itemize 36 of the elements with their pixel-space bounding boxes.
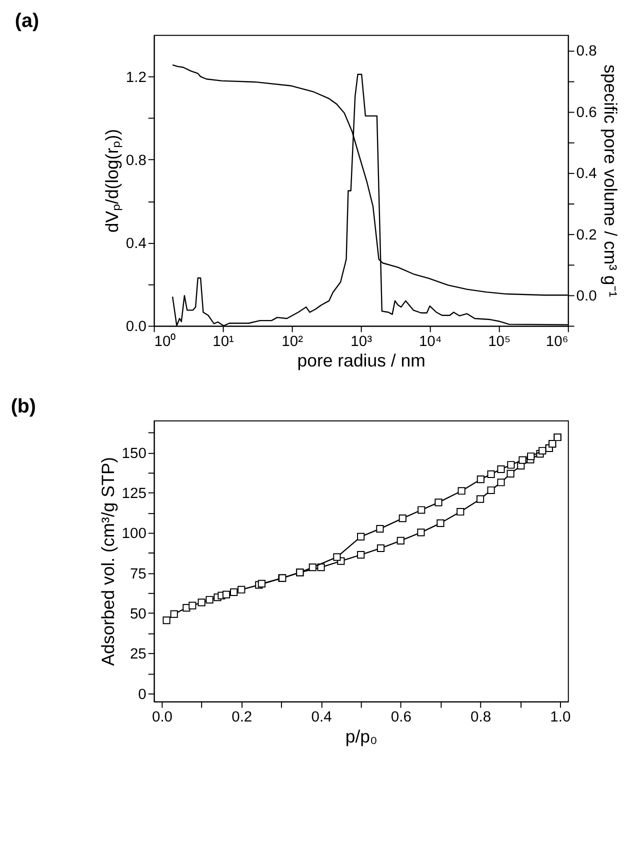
chart-title: (b) (10, 396, 36, 418)
x-tick-label: 0.2 (232, 710, 252, 726)
y-tick-label: 1.2 (126, 70, 146, 86)
y2-tick-label: 0.4 (576, 166, 597, 182)
y2-tick-label: 0.2 (576, 227, 597, 244)
y-axis-title: dVₚ/d(log(rₚ)) (102, 128, 123, 233)
x-tick-label: 10⁶ (546, 334, 568, 350)
x-tick-label: 0.0 (152, 710, 173, 726)
y2-tick-label: 0.0 (576, 288, 597, 305)
chart-title: (a) (14, 10, 40, 32)
x-tick-label: 10⁰ (154, 332, 176, 350)
y-tick-label: 0.8 (126, 152, 146, 169)
y-tick-label: 75 (130, 566, 146, 582)
x-tick-label: 10² (282, 334, 304, 350)
y-tick-label: 50 (130, 606, 146, 622)
x-tick-label: 10³ (350, 334, 372, 350)
y-tick-label: 0.0 (126, 319, 146, 336)
y2-tick-label: 0.8 (576, 44, 597, 60)
y2-tick-label: 0.6 (576, 104, 597, 121)
x-tick-label: 0.6 (390, 710, 412, 726)
y-tick-label: 0.4 (126, 236, 146, 252)
y2-axis-title: specific pore volume / cm³ g⁻¹ (600, 64, 621, 298)
y-tick-label: 150 (122, 446, 146, 462)
x-tick-label: 10⁴ (418, 334, 442, 350)
y-tick-label: 125 (122, 486, 146, 502)
x-tick-label: 10⁵ (488, 334, 511, 350)
x-tick-label: 1.0 (550, 710, 571, 726)
x-tick-label: 0.4 (311, 710, 332, 726)
x-axis-title: p/p₀ (345, 726, 378, 746)
x-tick-label: 0.8 (470, 710, 492, 726)
y-tick-label: 100 (122, 526, 146, 542)
x-tick-label: 10¹ (212, 334, 234, 350)
y-tick-label: 25 (130, 646, 146, 663)
y-axis-title: Adsorbed vol. (cm³/g STP) (98, 456, 118, 666)
x-axis-title: pore radius / nm (297, 350, 426, 371)
y-tick-label: 0 (138, 686, 146, 703)
